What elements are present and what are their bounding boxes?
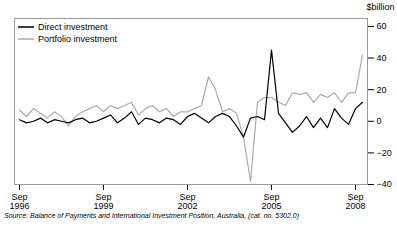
svg-text:Sep1996: Sep1996 bbox=[9, 192, 29, 211]
html-text:Source: Balance of Payments an: Source: Balance of Payments and Internat… bbox=[4, 212, 300, 219]
html-text:Direct investment: Direct investment bbox=[38, 22, 108, 32]
svg-text:Sep1999: Sep1999 bbox=[93, 192, 113, 211]
svg-text:20: 20 bbox=[377, 85, 387, 95]
svg-text:−20: −20 bbox=[377, 148, 392, 158]
svg-text:0: 0 bbox=[377, 116, 382, 126]
svg-text:Sep2002: Sep2002 bbox=[177, 192, 197, 211]
svg-text:Sep2005: Sep2005 bbox=[261, 192, 281, 211]
html-text:Portfolio investment: Portfolio investment bbox=[38, 34, 117, 44]
svg-text:40: 40 bbox=[377, 53, 387, 63]
svg-text:Sep2008: Sep2008 bbox=[345, 192, 365, 211]
svg-text:$billion: $billion bbox=[366, 2, 394, 12]
svg-text:60: 60 bbox=[377, 21, 387, 31]
svg-text:−40: −40 bbox=[377, 179, 392, 189]
